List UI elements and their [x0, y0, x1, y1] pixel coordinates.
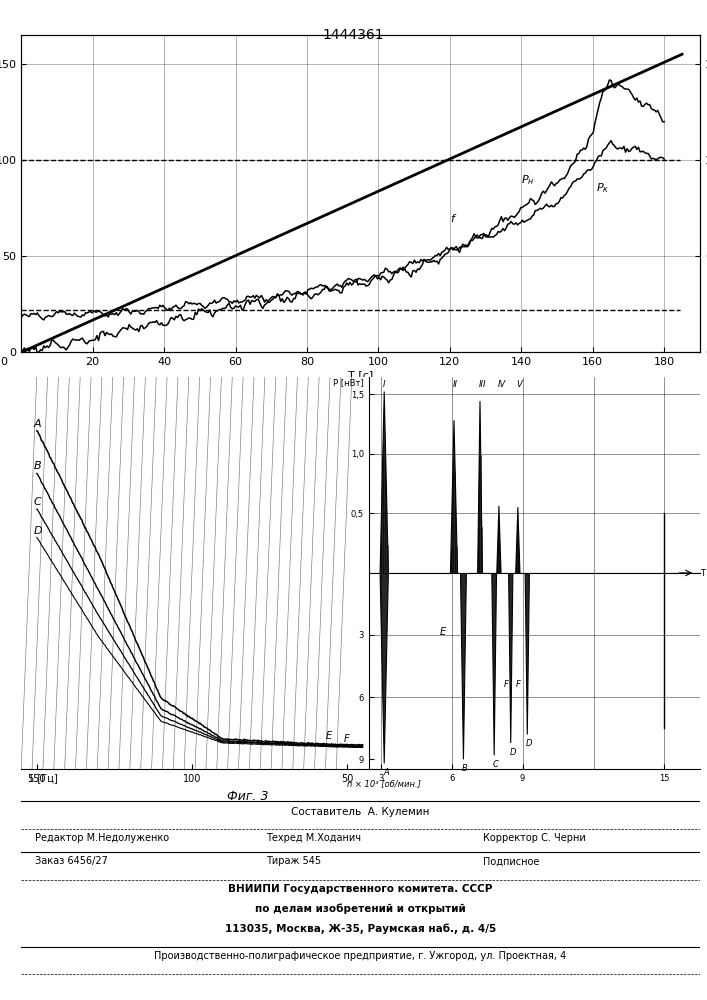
- Text: D: D: [510, 748, 516, 757]
- Text: P [нВт]: P [нВт]: [334, 378, 364, 387]
- Polygon shape: [380, 392, 388, 573]
- Text: n × 10³ [об/мин.]: n × 10³ [об/мин.]: [347, 779, 421, 788]
- Polygon shape: [450, 421, 457, 573]
- Text: IV: IV: [498, 380, 506, 389]
- Text: Фиг. 3: Фиг. 3: [227, 790, 269, 803]
- Text: T [мин.]: T [мин.]: [700, 568, 707, 577]
- Text: F: F: [515, 680, 520, 689]
- Polygon shape: [492, 573, 496, 755]
- Polygon shape: [380, 573, 388, 763]
- Text: Корректор С. Черни: Корректор С. Черни: [483, 833, 585, 843]
- X-axis label: T [c]: T [c]: [348, 370, 373, 380]
- Text: по делам изобретений и открытий: по делам изобретений и открытий: [255, 904, 466, 914]
- Text: $P_к$: $P_к$: [596, 181, 609, 195]
- Text: E: E: [440, 627, 446, 637]
- Text: E: E: [325, 731, 332, 741]
- Text: Производственно-полиграфическое предприятие, г. Ужгород, ул. Проектная, 4: Производственно-полиграфическое предприя…: [154, 951, 567, 961]
- Polygon shape: [525, 573, 530, 734]
- Text: II: II: [452, 380, 458, 389]
- Text: B: B: [34, 461, 41, 471]
- Polygon shape: [460, 573, 467, 759]
- Polygon shape: [478, 402, 482, 573]
- Text: A: A: [383, 768, 389, 777]
- Text: Заказ 6456/27: Заказ 6456/27: [35, 856, 107, 866]
- Text: Редактор М.Недолуженко: Редактор М.Недолуженко: [35, 833, 169, 843]
- Text: Тираж 545: Тираж 545: [266, 856, 321, 866]
- Text: V: V: [517, 380, 522, 389]
- Text: III: III: [479, 380, 486, 389]
- Polygon shape: [21, 752, 369, 769]
- Text: Фиг. 2: Фиг. 2: [238, 384, 279, 397]
- Text: C: C: [34, 497, 42, 507]
- Text: C: C: [493, 760, 499, 769]
- Text: 1444361: 1444361: [322, 28, 385, 42]
- Text: F: F: [344, 734, 350, 744]
- Text: ВНИИПИ Государственного комитета. СССР: ВНИИПИ Государственного комитета. СССР: [228, 884, 493, 894]
- Text: F: F: [503, 680, 508, 689]
- Text: 113035, Москва, Ж-35, Раумская наб., д. 4/5: 113035, Москва, Ж-35, Раумская наб., д. …: [225, 923, 496, 934]
- Text: 0: 0: [0, 357, 7, 367]
- Text: D: D: [526, 739, 532, 748]
- Text: $P_н$: $P_н$: [521, 173, 534, 187]
- Polygon shape: [497, 506, 501, 573]
- Text: f: f: [450, 214, 454, 224]
- Text: Составитель  А. Кулемин: Составитель А. Кулемин: [291, 807, 430, 817]
- Text: Техред М.Ходанич: Техред М.Ходанич: [266, 833, 361, 843]
- Text: I: I: [383, 380, 385, 389]
- Text: A: A: [34, 419, 41, 429]
- Text: 5 [Гц]: 5 [Гц]: [28, 773, 58, 783]
- Text: B: B: [462, 764, 468, 773]
- Text: Подписное: Подписное: [483, 856, 539, 866]
- Text: D: D: [34, 526, 42, 536]
- Polygon shape: [508, 573, 513, 743]
- Polygon shape: [515, 507, 520, 573]
